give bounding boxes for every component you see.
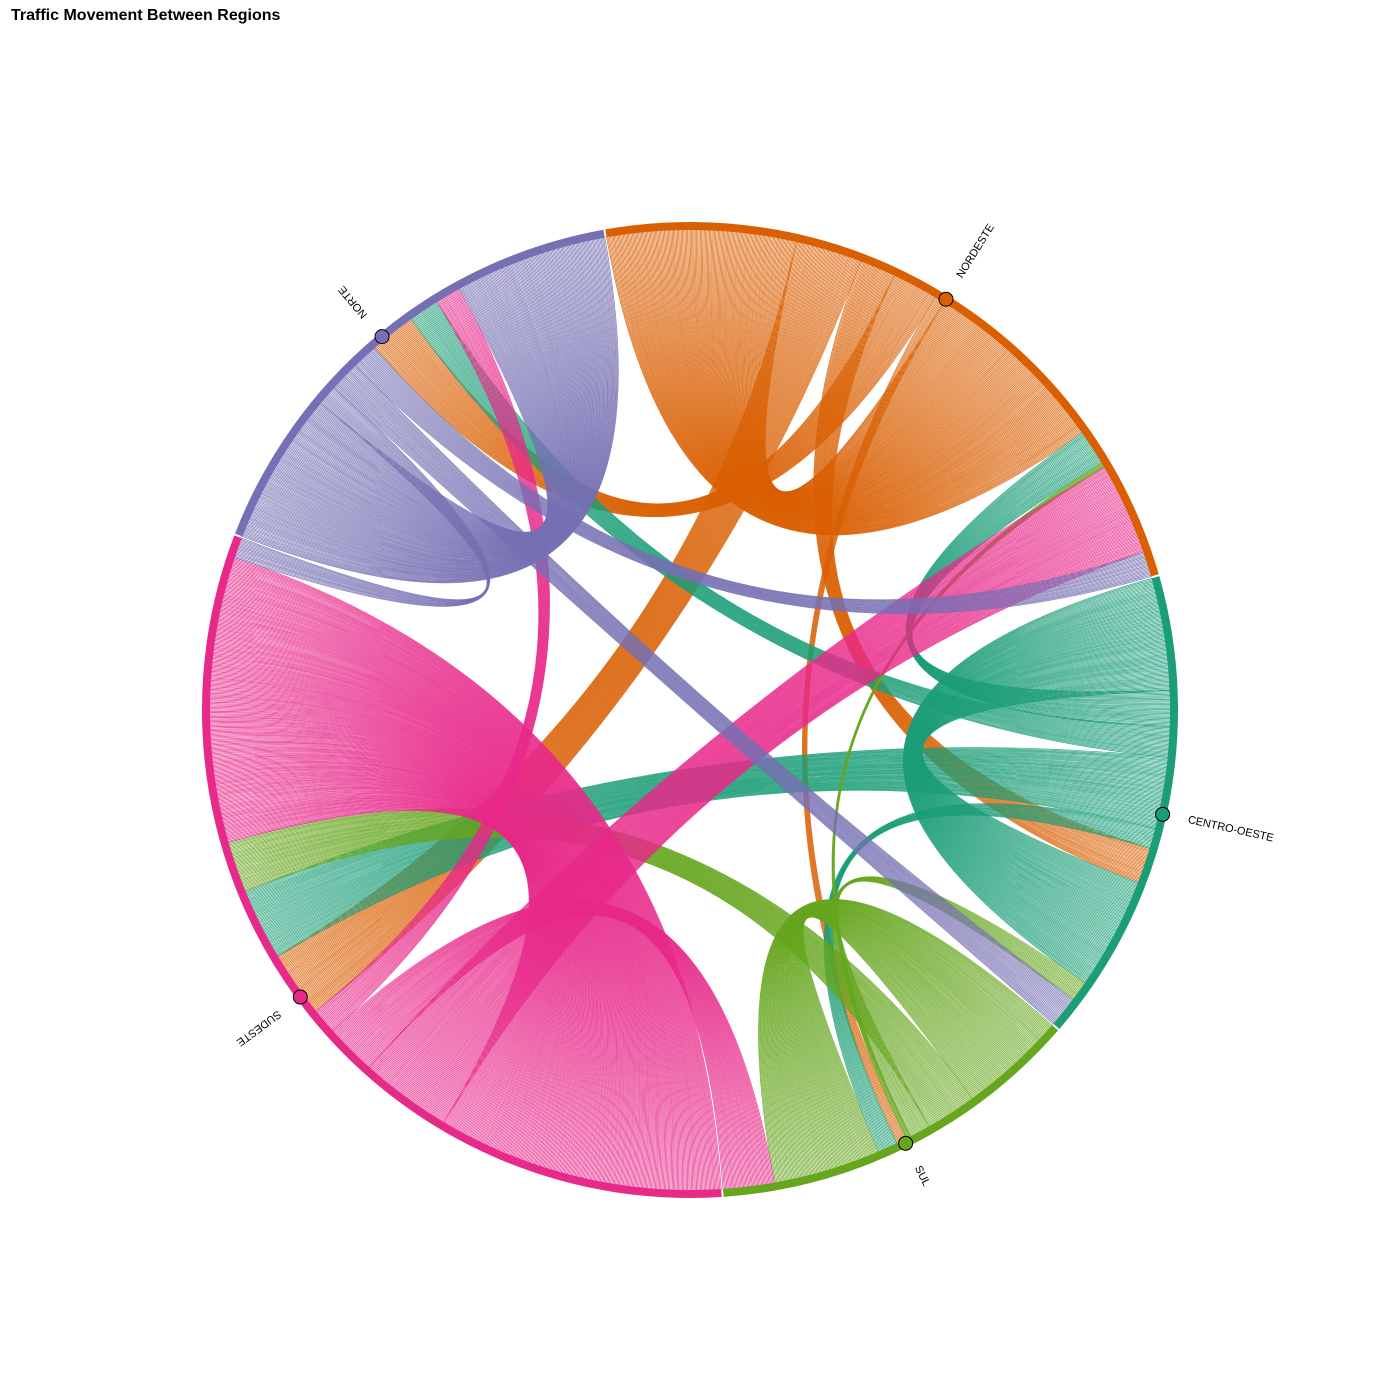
- ribbon-sudeste-to-sul: [331, 901, 775, 1190]
- ribbon-nordeste-to-norte: [373, 274, 936, 517]
- region-node-norte: [374, 329, 390, 345]
- ribbon-norte-to-nordeste: [354, 347, 1153, 614]
- region-label-norte: NORTE: [336, 283, 370, 320]
- region-node-sul: [898, 1135, 914, 1151]
- region-node-sudeste: [292, 989, 308, 1005]
- ribbon-norte-to-norte: [241, 236, 619, 584]
- chord-ribbons: [208, 228, 1172, 1192]
- chart-title: Traffic Movement Between Regions: [11, 7, 281, 24]
- ribbon-sul-to-sul: [758, 899, 1054, 1184]
- region-label-sul: SUL: [912, 1164, 932, 1189]
- ribbon-norte-to-centro-oeste: [333, 364, 1074, 1025]
- region-node-nordeste: [938, 291, 954, 307]
- ribbon-norte-to-sudeste: [233, 386, 491, 607]
- ribbon-sudeste-to-norte: [315, 288, 550, 1032]
- region-label-centro-oeste: CENTRO-OESTE: [1187, 814, 1275, 844]
- region-label-nordeste: NORDESTE: [954, 222, 996, 280]
- region-label-sudeste: SUDESTE: [234, 1008, 283, 1048]
- ribbon-centro-oeste-to-centro-oeste: [902, 577, 1171, 984]
- region-node-centro-oeste: [1155, 806, 1171, 822]
- ribbon-sudeste-to-sudeste: [208, 557, 722, 1192]
